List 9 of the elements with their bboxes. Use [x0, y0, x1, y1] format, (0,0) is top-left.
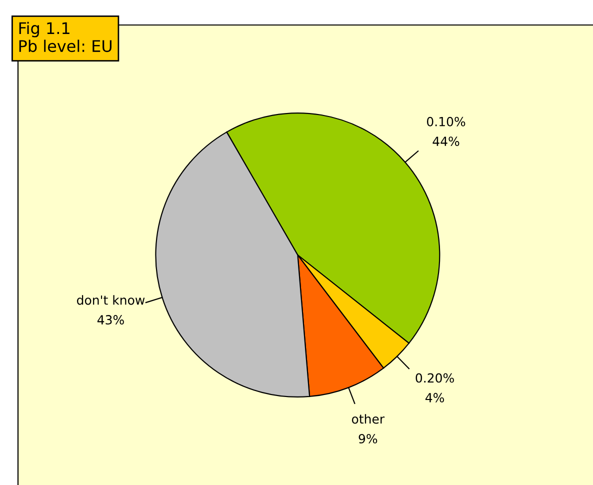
data-label: 43% — [97, 315, 124, 325]
data-label: 4% — [425, 392, 444, 402]
slice-label: 0.20% — [416, 373, 454, 383]
slice-label: 0.10% — [426, 116, 466, 126]
slice-label: other — [352, 414, 385, 424]
slice-label: don't know — [77, 295, 145, 305]
chart-title: Fig 1.1 Pb level: EU — [19, 22, 112, 52]
data-label: 44% — [432, 136, 460, 146]
data-label: 9% — [358, 434, 378, 444]
